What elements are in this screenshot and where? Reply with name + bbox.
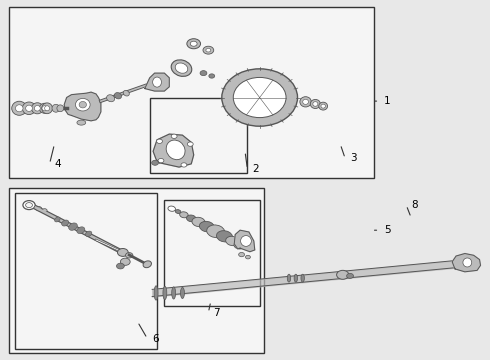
Ellipse shape [180, 287, 184, 298]
Polygon shape [234, 230, 255, 252]
Polygon shape [64, 92, 101, 121]
Polygon shape [153, 134, 194, 167]
Ellipse shape [199, 221, 215, 232]
Circle shape [346, 273, 353, 278]
Circle shape [158, 158, 164, 163]
Polygon shape [452, 253, 481, 272]
Ellipse shape [23, 201, 35, 210]
Ellipse shape [42, 103, 52, 114]
Ellipse shape [85, 231, 92, 237]
Ellipse shape [31, 103, 43, 114]
Ellipse shape [172, 287, 175, 299]
Ellipse shape [190, 41, 197, 46]
Ellipse shape [226, 236, 239, 246]
Ellipse shape [187, 215, 196, 222]
Ellipse shape [125, 253, 133, 258]
Ellipse shape [16, 105, 23, 112]
Text: 4: 4 [54, 159, 61, 169]
Circle shape [171, 134, 177, 138]
Ellipse shape [143, 261, 151, 268]
Ellipse shape [233, 77, 286, 118]
Ellipse shape [25, 203, 32, 208]
Ellipse shape [154, 286, 158, 300]
Ellipse shape [39, 103, 50, 113]
Text: 5: 5 [384, 225, 391, 235]
Ellipse shape [107, 95, 115, 102]
Ellipse shape [12, 101, 27, 115]
Ellipse shape [25, 105, 32, 111]
Bar [150, 98, 247, 173]
Ellipse shape [23, 102, 36, 114]
Ellipse shape [294, 274, 297, 282]
Ellipse shape [217, 231, 232, 242]
Polygon shape [145, 73, 169, 91]
Ellipse shape [153, 77, 161, 87]
Circle shape [121, 258, 130, 265]
Circle shape [117, 263, 124, 269]
Ellipse shape [319, 102, 328, 110]
Circle shape [36, 207, 42, 211]
Ellipse shape [175, 210, 181, 213]
Ellipse shape [187, 39, 200, 49]
Ellipse shape [310, 99, 320, 108]
Ellipse shape [192, 217, 205, 227]
Ellipse shape [337, 270, 349, 279]
Circle shape [239, 252, 245, 257]
Ellipse shape [118, 248, 128, 256]
Circle shape [245, 255, 250, 259]
Ellipse shape [42, 106, 48, 111]
Ellipse shape [77, 227, 85, 234]
Ellipse shape [206, 48, 211, 52]
Ellipse shape [166, 140, 185, 160]
Circle shape [209, 74, 215, 78]
Ellipse shape [168, 206, 175, 211]
Ellipse shape [301, 274, 304, 282]
Ellipse shape [79, 102, 86, 108]
Circle shape [157, 139, 162, 143]
Ellipse shape [34, 105, 40, 111]
Ellipse shape [463, 258, 472, 267]
Ellipse shape [123, 90, 129, 96]
Bar [15, 193, 157, 348]
Ellipse shape [45, 106, 49, 111]
Ellipse shape [303, 99, 308, 104]
Ellipse shape [321, 104, 325, 108]
Text: 3: 3 [350, 153, 357, 163]
Ellipse shape [300, 97, 311, 107]
Ellipse shape [75, 98, 90, 111]
Ellipse shape [234, 242, 245, 249]
Ellipse shape [114, 93, 122, 99]
Bar [9, 188, 264, 353]
Bar [9, 7, 373, 178]
Bar [164, 200, 260, 306]
Circle shape [200, 71, 207, 76]
Circle shape [187, 142, 193, 146]
Text: 6: 6 [152, 333, 159, 343]
Ellipse shape [62, 220, 69, 226]
Text: 8: 8 [411, 200, 418, 210]
Ellipse shape [57, 105, 64, 112]
Ellipse shape [171, 60, 192, 76]
Text: 1: 1 [384, 96, 391, 106]
Ellipse shape [69, 223, 77, 230]
Ellipse shape [77, 120, 86, 125]
Ellipse shape [175, 63, 188, 73]
Circle shape [181, 163, 187, 167]
Circle shape [152, 160, 159, 165]
Ellipse shape [180, 212, 188, 218]
Circle shape [42, 209, 47, 212]
Text: 2: 2 [252, 164, 259, 174]
Ellipse shape [163, 286, 167, 300]
Ellipse shape [241, 235, 251, 246]
Ellipse shape [222, 69, 297, 126]
Ellipse shape [313, 102, 318, 106]
Ellipse shape [54, 217, 60, 222]
Ellipse shape [287, 274, 291, 282]
Ellipse shape [207, 225, 224, 238]
Ellipse shape [52, 104, 60, 112]
Ellipse shape [203, 46, 214, 54]
Text: 7: 7 [213, 308, 220, 318]
